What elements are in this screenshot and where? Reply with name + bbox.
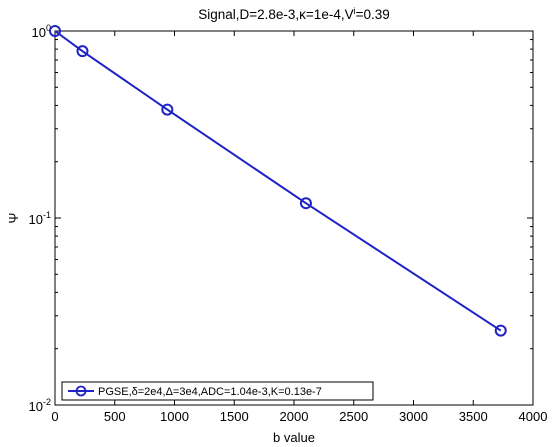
y-tick-label: 10-1 (29, 210, 51, 227)
data-point-marker (76, 45, 89, 58)
plot-area (54, 30, 534, 406)
legend: PGSE,δ=2e4,Δ=3e4,ADC=1.04e-3,K=0.13e-7 (61, 381, 374, 401)
series-layer (49, 25, 507, 337)
x-tick-label: 500 (104, 409, 126, 424)
x-tick-label: 0 (51, 409, 58, 424)
legend-box (61, 381, 374, 401)
legend-marker-sample (75, 385, 87, 397)
x-axis-ticks: 0 500 1000 1500 2000 2500 3000 3500 4000 (51, 31, 547, 424)
y-tick-label: 100 (32, 23, 51, 40)
data-point-marker (161, 103, 174, 116)
series-line (54, 30, 502, 332)
x-tick-label: 1500 (220, 409, 249, 424)
data-point-marker (494, 324, 507, 337)
x-tick-label: 2000 (280, 409, 309, 424)
x-tick-label: 4000 (519, 409, 548, 424)
chart-title: Signal,D=2.8e-3,κ=1e-4,Vi=0.39 (198, 6, 390, 22)
x-tick-label: 3000 (399, 409, 428, 424)
y-axis-ticks: 10-2 10-1 100 (29, 23, 533, 414)
data-point-marker (299, 197, 312, 210)
x-tick-label: 1000 (160, 409, 189, 424)
x-axis-label: b value (273, 430, 315, 445)
y-axis-label: Ψ (6, 213, 21, 224)
y-tick-label: 10-2 (29, 397, 51, 414)
x-tick-label: 3500 (459, 409, 488, 424)
x-tick-label: 2500 (339, 409, 368, 424)
legend-entry-label: PGSE,δ=2e4,Δ=3e4,ADC=1.04e-3,K=0.13e-7 (98, 386, 322, 398)
data-point-marker (49, 25, 61, 37)
